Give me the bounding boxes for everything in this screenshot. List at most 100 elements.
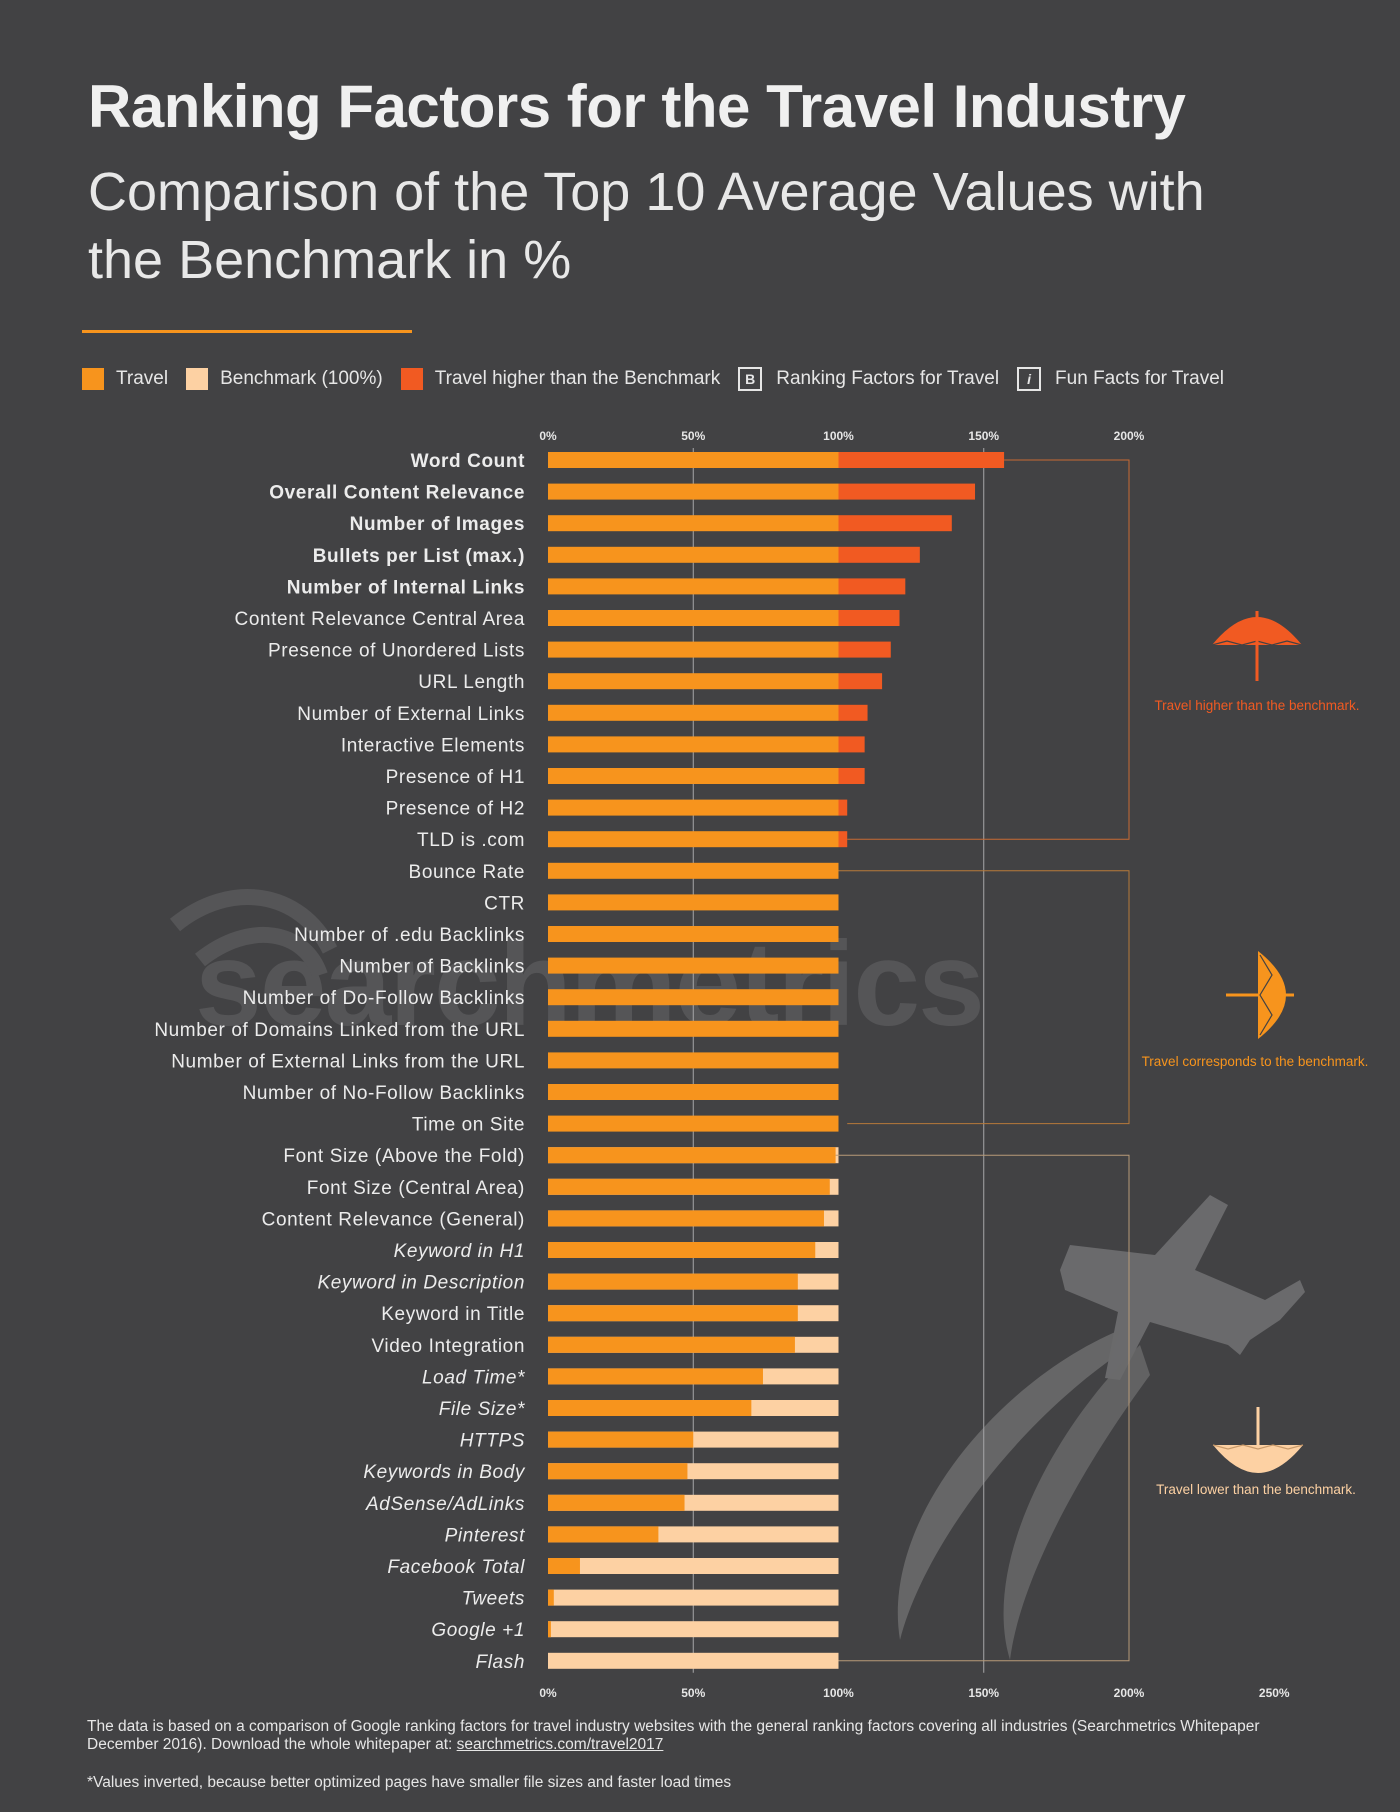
category-label: Tweets bbox=[462, 1589, 525, 1610]
bar-travel bbox=[548, 1621, 551, 1638]
whitepaper-link[interactable]: searchmetrics.com/travel2017 bbox=[456, 1736, 664, 1753]
bar-higher bbox=[838, 641, 891, 658]
bar-travel bbox=[548, 862, 839, 879]
bar-higher bbox=[838, 799, 848, 816]
bar-travel bbox=[548, 768, 839, 784]
category-label: Number of Do-Follow Backlinks bbox=[243, 988, 525, 1009]
category-label: Content Relevance (General) bbox=[262, 1209, 525, 1230]
legend-item-fun-facts: i Fun Facts for Travel bbox=[1017, 367, 1224, 391]
bar-travel bbox=[548, 452, 839, 468]
bar-higher bbox=[838, 831, 848, 848]
tick-bottom-2: 100% bbox=[823, 1686, 854, 1700]
bar-travel bbox=[548, 1400, 752, 1416]
tick-top-1: 50% bbox=[681, 429, 705, 443]
footer-text: The data is based on a comparison of Goo… bbox=[87, 1718, 1260, 1753]
bar-travel bbox=[548, 799, 839, 816]
category-label: Load Time* bbox=[422, 1367, 525, 1388]
bar-benchmark bbox=[548, 1558, 839, 1574]
bar-travel bbox=[548, 1273, 798, 1290]
tick-bottom-1: 50% bbox=[681, 1686, 705, 1700]
category-labels: Word Count Overall Content Relevance Numbe… bbox=[154, 451, 526, 1673]
bar-higher bbox=[838, 452, 1005, 468]
category-label: HTTPS bbox=[460, 1431, 525, 1452]
bar-travel bbox=[548, 1336, 795, 1353]
annotation-lower: Travel lower than the benchmark. bbox=[1156, 1482, 1356, 1497]
category-label: Keyword in H1 bbox=[394, 1241, 525, 1262]
tick-top-0: 0% bbox=[539, 429, 557, 443]
airplane-icon bbox=[897, 1195, 1305, 1660]
legend-label-benchmark: Benchmark (100%) bbox=[220, 368, 383, 389]
category-label: Bullets per List (max.) bbox=[313, 546, 525, 567]
bar-travel bbox=[548, 1115, 839, 1132]
category-label: Number of Internal Links bbox=[287, 577, 525, 598]
category-label: Number of Images bbox=[350, 514, 525, 535]
category-label: Number of .edu Backlinks bbox=[294, 925, 525, 946]
bar-travel bbox=[548, 546, 839, 563]
legend-swatch-benchmark bbox=[186, 368, 209, 390]
category-label: Font Size (Above the Fold) bbox=[283, 1146, 525, 1167]
bar-travel bbox=[548, 1147, 836, 1164]
category-label: Word Count bbox=[411, 451, 525, 472]
bar-chart: 0% 50% 100% 150% 200% Word Count Overall Cont… bbox=[154, 429, 1368, 1700]
bracket-2 bbox=[835, 1154, 1130, 1662]
bar-travel bbox=[548, 641, 839, 658]
category-label: Number of External Links from the URL bbox=[171, 1051, 525, 1072]
category-label: URL Length bbox=[418, 672, 525, 693]
tick-bottom-4: 200% bbox=[1114, 1686, 1145, 1700]
category-label: Presence of H2 bbox=[386, 799, 525, 820]
bar-travel bbox=[548, 704, 839, 721]
bar-travel bbox=[548, 1589, 554, 1606]
footer-source: The data is based on a comparison of Goo… bbox=[87, 1718, 1287, 1754]
category-label: Overall Content Relevance bbox=[269, 483, 525, 504]
legend-item-benchmark: Benchmark (100%) bbox=[186, 368, 383, 390]
category-label: CTR bbox=[484, 893, 525, 914]
legend-label-travel: Travel bbox=[116, 368, 169, 389]
bar-travel bbox=[548, 1431, 694, 1448]
legend-label-higher: Travel higher than the Benchmark bbox=[434, 368, 721, 389]
page-title: Ranking Factors for the Travel Industry bbox=[88, 73, 1186, 140]
umbrella-side-icon bbox=[1226, 951, 1294, 1039]
bar-travel bbox=[548, 1368, 763, 1385]
x-axis-top: 0% 50% 100% 150% 200% bbox=[539, 429, 1144, 443]
category-label: Interactive Elements bbox=[341, 735, 525, 756]
category-label: Number of Domains Linked from the URL bbox=[154, 1020, 525, 1041]
bar-benchmark bbox=[548, 1652, 839, 1669]
x-axis-bottom: 0% 50% 100% 150% 200% 250% bbox=[539, 1686, 1290, 1700]
group-brackets bbox=[835, 459, 1130, 1662]
bar-travel bbox=[548, 673, 839, 690]
category-label: AdSense/AdLinks bbox=[365, 1494, 525, 1515]
legend-item-ranking-factors: B Ranking Factors for Travel bbox=[738, 367, 999, 391]
fun-fact-symbol-glyph: i bbox=[1027, 371, 1031, 387]
category-label: TLD is .com bbox=[417, 830, 525, 851]
bar-higher bbox=[838, 610, 900, 626]
category-label: Flash bbox=[476, 1652, 525, 1673]
category-label: Keywords in Body bbox=[363, 1462, 526, 1483]
category-label: Time on Site bbox=[412, 1115, 525, 1136]
tick-bottom-3: 150% bbox=[968, 1686, 999, 1700]
bar-benchmark bbox=[548, 1621, 839, 1638]
category-label: Keyword in Title bbox=[381, 1304, 525, 1325]
legend-item-higher: Travel higher than the Benchmark bbox=[400, 368, 721, 390]
page-subtitle: Comparison of the Top 10 Average Values … bbox=[88, 162, 1205, 290]
bar-travel bbox=[548, 1526, 659, 1543]
bar-benchmark bbox=[548, 1589, 839, 1606]
bar-higher bbox=[838, 483, 976, 500]
category-label: Keyword in Description bbox=[317, 1273, 525, 1294]
bar-higher bbox=[838, 673, 883, 690]
category-label: Pinterest bbox=[445, 1525, 526, 1546]
bar-higher bbox=[838, 736, 865, 753]
legend-swatch-travel bbox=[82, 368, 104, 390]
category-label: File Size* bbox=[439, 1399, 525, 1420]
bracket-0 bbox=[847, 459, 1130, 840]
category-label: Google +1 bbox=[431, 1620, 525, 1641]
bar-travel bbox=[548, 1020, 839, 1037]
bar-travel bbox=[548, 610, 839, 626]
bar-higher bbox=[838, 515, 952, 532]
bars bbox=[548, 452, 1005, 1669]
bar-travel bbox=[548, 1084, 839, 1100]
bar-travel bbox=[548, 989, 839, 1006]
bar-higher bbox=[838, 768, 865, 784]
legend-label-fun-facts: Fun Facts for Travel bbox=[1055, 368, 1224, 389]
bar-travel bbox=[548, 894, 839, 911]
tick-top-2: 100% bbox=[823, 429, 854, 443]
